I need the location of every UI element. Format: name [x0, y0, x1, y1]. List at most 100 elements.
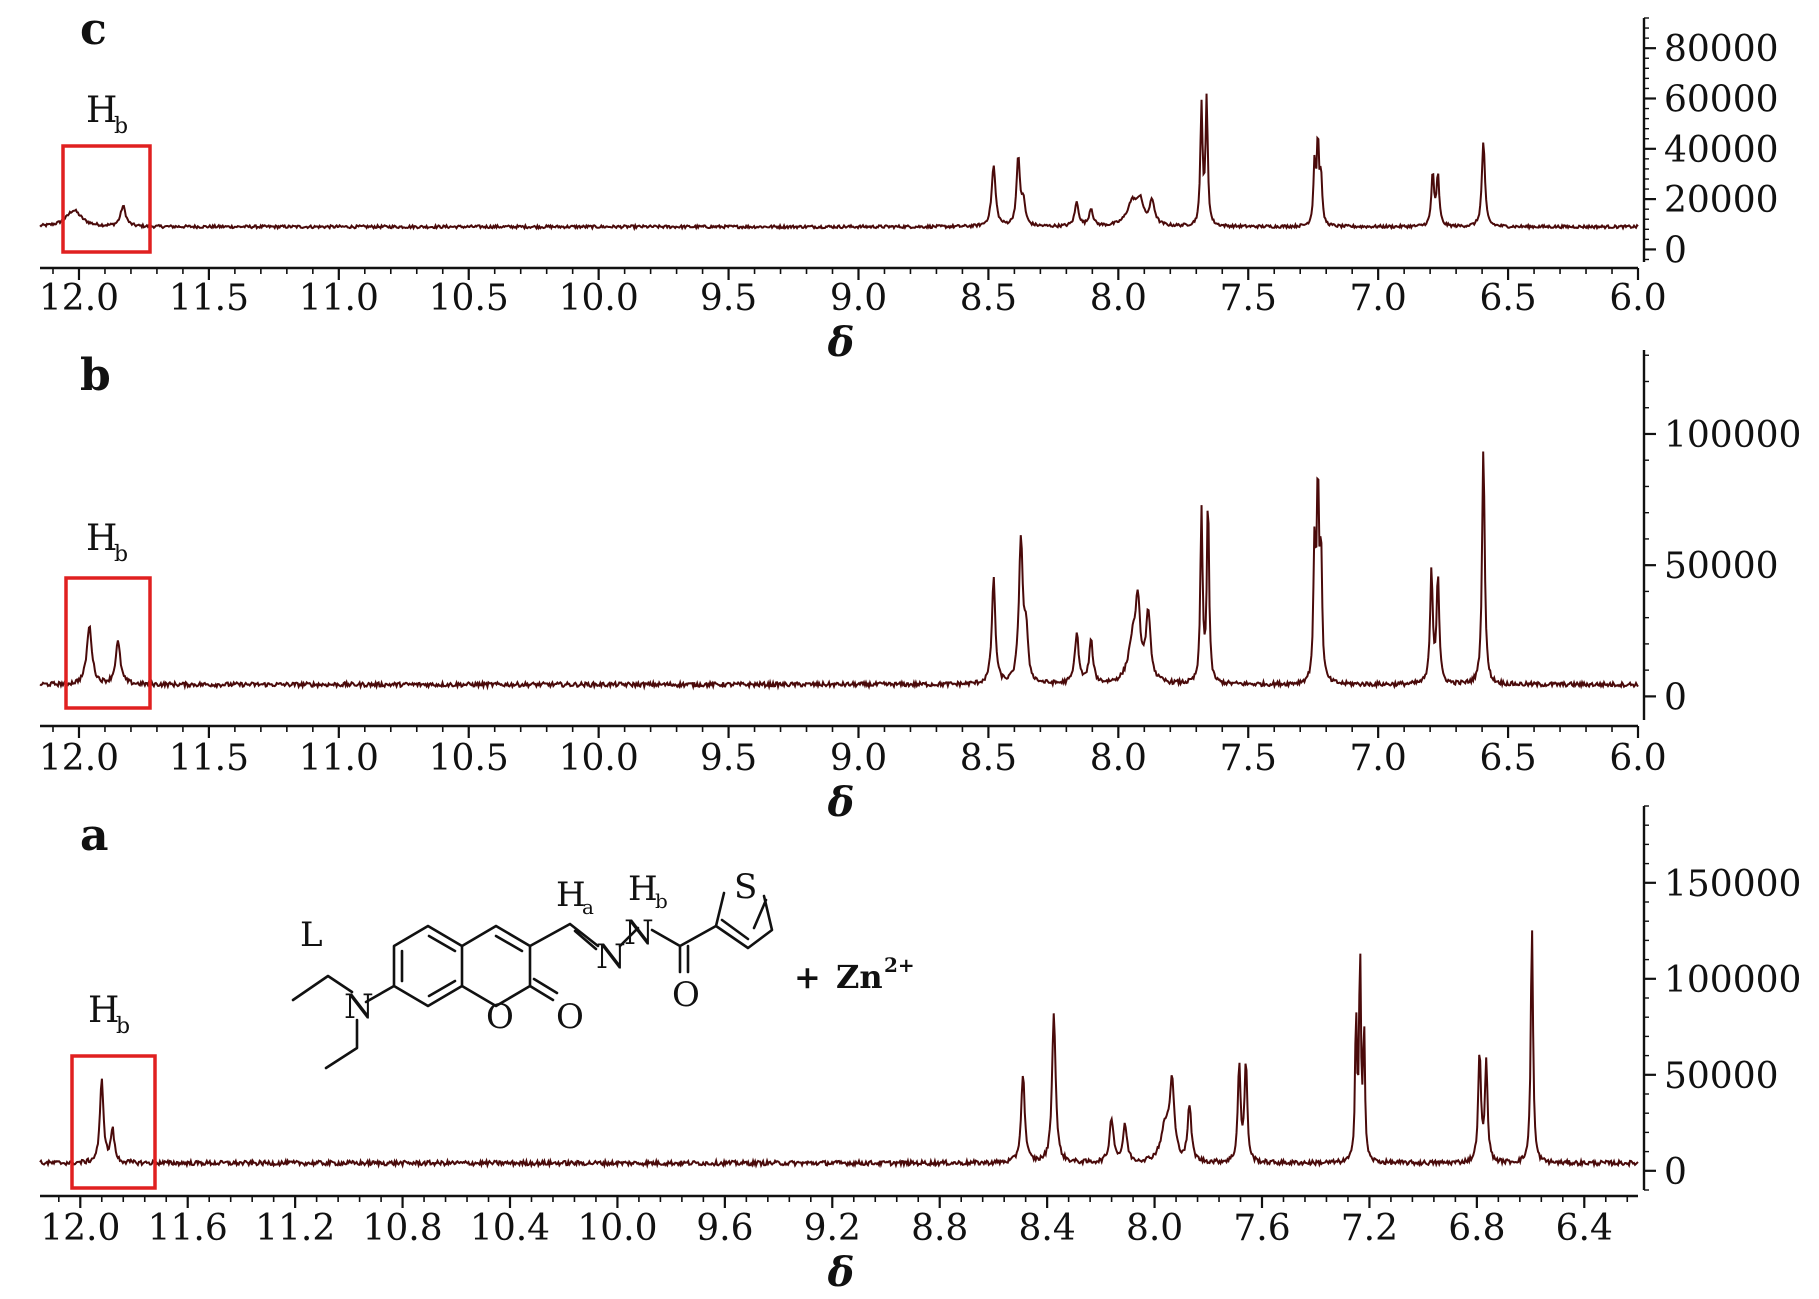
x-tick-label: 7.5 [1220, 738, 1277, 779]
imine-nitrogen: N [596, 937, 626, 977]
hb-annotation-main: H [88, 990, 119, 1031]
x-tick-label: 11.5 [169, 738, 249, 779]
pyranone-double-bond [494, 934, 524, 953]
y-tick-label: 60000 [1664, 79, 1779, 120]
hb-label-sub: b [655, 889, 668, 913]
y-tick-label: 150000 [1664, 864, 1801, 905]
x-axis-title: δ [827, 779, 855, 826]
x-tick-label: 6.5 [1479, 278, 1536, 319]
x-tick-label: 8.8 [911, 1208, 968, 1249]
y-tick-label: 50000 [1664, 546, 1779, 587]
y-tick-label: 80000 [1664, 29, 1779, 70]
x-tick-label: 10.5 [429, 278, 509, 319]
metal-ion: Zn [836, 958, 883, 996]
panel-b: b H b 12.0 11.5 11.0 10.5 10.0 9.5 9.0 8.5 8.0 7.… [39, 350, 1801, 826]
y-tick-label: 0 [1664, 677, 1687, 718]
y-tick-label: 100000 [1664, 415, 1801, 456]
x-axis-title: δ [827, 319, 855, 366]
x-tick-label: 11.2 [255, 1208, 335, 1249]
diethylamino-bonds [291, 974, 396, 1070]
ligand-structure-labels: L N O O H a N N H b O S + Zn 2+ [300, 867, 915, 1037]
x-tick-label: 9.0 [830, 738, 887, 779]
amide-oxygen: O [672, 975, 700, 1015]
hydrazone-chain [528, 922, 718, 974]
hb-annotation: H b [86, 90, 128, 139]
x-tick-label: 6.4 [1556, 1208, 1613, 1249]
hb-label-main: H [628, 869, 658, 909]
hb-annotation-main: H [86, 518, 117, 559]
ligand-label: L [300, 915, 323, 955]
y-tick-label: 0 [1664, 230, 1687, 271]
panel-letter: b [80, 350, 111, 401]
thiophene-ring [714, 891, 774, 950]
hb-annotation: H b [88, 990, 130, 1039]
carbonyl-oxygen: O [556, 997, 584, 1037]
x-tick-label: 8.5 [960, 278, 1017, 319]
x-tick-label: 7.6 [1233, 1208, 1290, 1249]
y-tick-label: 40000 [1664, 130, 1779, 171]
x-tick-label: 6.0 [1609, 738, 1666, 779]
benzene-double-bonds [400, 934, 457, 998]
pyranone-ring [460, 924, 532, 1008]
x-tick-label: 12.0 [40, 1208, 120, 1249]
lactone-carbonyl [528, 977, 559, 1002]
panel-a: a H b 12.0 11.6 11.2 10.8 10.4 10.0 9.6 9.2 8.8 8… [39, 805, 1801, 1296]
hb-highlight-box [70, 1054, 157, 1190]
x-tick-label: 9.5 [700, 738, 757, 779]
x-tick-label: 8.5 [960, 738, 1017, 779]
x-tick-label: 12.0 [39, 738, 119, 779]
x-tick-label: 9.5 [700, 278, 757, 319]
x-tick-label: 10.0 [559, 738, 639, 779]
x-tick-label: 7.0 [1350, 738, 1407, 779]
ligand-structure [291, 891, 774, 1070]
spectrum-trace [39, 930, 1639, 1169]
x-tick-label: 8.0 [1126, 1208, 1183, 1249]
thiophene-sulfur: S [734, 867, 757, 907]
amide-nitrogen: N [624, 913, 654, 953]
spectrum-trace [39, 93, 1639, 232]
metal-charge: 2+ [884, 953, 915, 977]
y-tick-label: 50000 [1664, 1056, 1779, 1097]
x-tick-label: 9.2 [804, 1208, 861, 1249]
y-tick-label: 100000 [1664, 960, 1801, 1001]
x-tick-label: 7.0 [1350, 278, 1407, 319]
x-tick-label: 9.6 [696, 1208, 753, 1249]
ring-oxygen: O [486, 997, 514, 1037]
x-tick-label: 12.0 [39, 278, 119, 319]
ha-label-main: H [556, 875, 586, 915]
panel-c: c H b 12.0 11.5 11.0 10.5 10.0 9.5 9.0 8.5 8.0 7.… [39, 4, 1779, 366]
x-axis-title: δ [827, 1249, 855, 1296]
x-tick-label: 6.5 [1479, 738, 1536, 779]
x-tick-label: 6.0 [1609, 278, 1666, 319]
x-tick-label: 10.5 [429, 738, 509, 779]
hb-annotation-sub: b [116, 1014, 130, 1039]
x-tick-label: 11.0 [299, 278, 379, 319]
x-tick-label: 11.6 [148, 1208, 228, 1249]
panel-letter: a [80, 810, 109, 861]
hb-annotation-sub: b [114, 114, 128, 139]
hb-highlight-box [64, 576, 152, 710]
x-tick-label: 8.0 [1090, 278, 1147, 319]
x-tick-label: 10.4 [470, 1208, 550, 1249]
x-tick-label: 11.5 [169, 278, 249, 319]
x-tick-label: 10.0 [559, 278, 639, 319]
panel-letter: c [80, 4, 107, 55]
x-tick-label: 7.5 [1220, 278, 1277, 319]
hb-annotation-main: H [86, 90, 117, 131]
x-tick-label: 11.0 [299, 738, 379, 779]
x-tick-label: 8.0 [1090, 738, 1147, 779]
hb-annotation: H b [86, 518, 128, 567]
amine-nitrogen: N [344, 987, 374, 1027]
x-tick-label: 9.0 [830, 278, 887, 319]
y-tick-label: 0 [1664, 1152, 1687, 1193]
x-tick-label: 10.8 [362, 1208, 442, 1249]
spectrum-trace [39, 451, 1639, 691]
x-tick-label: 7.2 [1341, 1208, 1398, 1249]
ha-label-sub: a [582, 895, 594, 919]
x-tick-label: 6.8 [1448, 1208, 1505, 1249]
hb-highlight-box [61, 144, 152, 254]
x-tick-label: 10.0 [577, 1208, 657, 1249]
hb-annotation-sub: b [114, 542, 128, 567]
y-tick-label: 20000 [1664, 180, 1779, 221]
